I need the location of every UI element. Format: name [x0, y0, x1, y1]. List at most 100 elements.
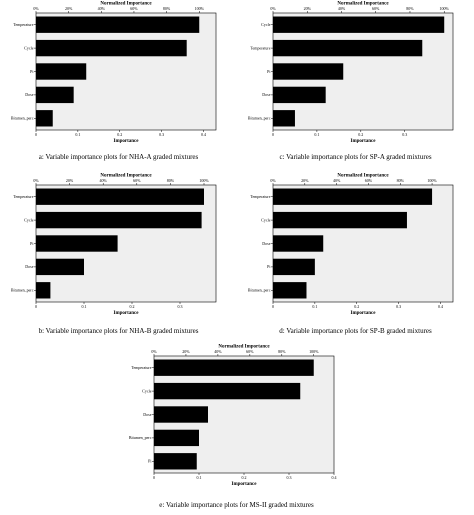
top-tick-label: 100%: [440, 6, 450, 11]
panel-e: Normalized Importance 0% 20% 40% 60% 80% 100% 0…: [118, 343, 355, 515]
y-tick-label: Dose: [262, 241, 270, 246]
bar: [154, 406, 208, 423]
bar: [273, 211, 407, 229]
x-tick-label: 0: [272, 304, 274, 309]
x-tick-label: 0.2: [117, 132, 122, 137]
top-tick-label: 0%: [270, 6, 276, 11]
x-tick-label: 0.3: [159, 132, 164, 137]
bar: [273, 258, 315, 276]
x-tick-label: 0.3: [402, 132, 407, 137]
bar: [36, 39, 187, 57]
panel-d: Normalized Importance 0% 20% 40% 60% 80% 100% 0…: [237, 172, 474, 342]
bar: [36, 282, 51, 299]
top-tick-label: 60%: [365, 178, 373, 183]
y-tick-label: Cycle: [142, 388, 152, 393]
chart-caption: d: Variable importance plots for SP-B gr…: [279, 327, 432, 335]
x-tick-label: 0.4: [438, 304, 443, 309]
top-tick-label: 20%: [182, 349, 190, 354]
top-tick-label: 40%: [214, 349, 222, 354]
x-tick-label: 0.2: [354, 304, 359, 309]
x-tick-label: 0.2: [358, 132, 363, 137]
x-axis-title: Importance: [232, 482, 258, 487]
y-tick-label: Cycle: [261, 217, 271, 222]
x-tick-label: 0.1: [312, 304, 317, 309]
top-tick-label: 40%: [98, 6, 106, 11]
top-tick-label: 60%: [372, 6, 380, 11]
bar: [154, 453, 197, 470]
top-tick-label: 80%: [278, 349, 286, 354]
x-axis-title: Importance: [114, 311, 140, 316]
x-tick-label: 0: [272, 132, 274, 137]
top-tick-label: 40%: [333, 178, 341, 183]
bar: [36, 63, 87, 80]
top-tick-label: 40%: [338, 6, 346, 11]
top-tick-label: 60%: [130, 6, 138, 11]
chart-caption: c: Variable importance plots for SP-A gr…: [279, 153, 432, 161]
x-tick-label: 0.3: [287, 475, 292, 480]
chart-caption: a: Variable importance plots for NHA-A g…: [38, 153, 199, 161]
top-tick-label: 100%: [427, 178, 437, 183]
y-tick-label: Pi: [148, 459, 152, 464]
bar: [36, 235, 118, 252]
top-axis-title: Normalized Importance: [100, 174, 152, 179]
x-tick-label: 0: [35, 304, 37, 309]
chart-svg: Normalized Importance 0% 20% 40% 60% 80% 100% 0…: [248, 174, 454, 316]
y-tick-label: Bitumen_perc: [11, 288, 34, 293]
bar: [273, 282, 307, 299]
y-tick-label: Cycle: [261, 22, 271, 27]
y-tick-label: Temperature: [250, 194, 270, 199]
bar: [273, 235, 324, 252]
chart-svg: Normalized Importance 0% 20% 40% 60% 80% 100% 0…: [11, 174, 217, 316]
bar: [273, 39, 423, 57]
bar: [273, 63, 344, 80]
x-axis-title: Importance: [351, 311, 377, 316]
panel-a: Normalized Importance 0% 20% 40% 60% 80% 100% 0…: [0, 0, 237, 170]
bar: [36, 258, 84, 276]
top-tick-label: 20%: [65, 6, 73, 11]
x-tick-label: 0.4: [201, 132, 206, 137]
y-tick-label: Bitumen_perc: [248, 116, 271, 121]
x-tick-label: 0.1: [197, 475, 202, 480]
x-tick-label: 0: [153, 475, 155, 480]
top-tick-label: 20%: [66, 178, 74, 183]
top-axis-title: Normalized Importance: [100, 2, 152, 7]
top-tick-label: 80%: [406, 6, 414, 11]
bar: [273, 16, 445, 33]
y-tick-label: Dose: [25, 264, 33, 269]
top-tick-label: 100%: [199, 178, 209, 183]
x-tick-label: 0.3: [396, 304, 401, 309]
x-tick-label: 0.2: [130, 304, 135, 309]
top-axis-title: Normalized Importance: [337, 174, 389, 179]
y-tick-label: Bitumen_perc: [11, 116, 34, 121]
top-tick-label: 80%: [163, 6, 171, 11]
y-tick-label: Dose: [143, 412, 151, 417]
y-tick-label: Cycle: [24, 45, 34, 50]
panel-c: Normalized Importance 0% 20% 40% 60% 80% 100% 0…: [237, 0, 474, 170]
top-tick-label: 60%: [246, 349, 254, 354]
y-tick-label: Bitumen_perc: [248, 288, 271, 293]
top-tick-label: 80%: [397, 178, 405, 183]
y-tick-label: Pi: [267, 264, 271, 269]
y-tick-label: Bitumen_perc: [129, 435, 152, 440]
bar: [273, 188, 433, 205]
bar: [273, 86, 326, 104]
x-tick-label: 0.1: [82, 304, 87, 309]
y-tick-label: Temperature: [131, 365, 151, 370]
bar: [36, 211, 202, 229]
bar: [154, 382, 301, 400]
y-tick-label: Temperature: [13, 22, 33, 27]
bar: [36, 188, 204, 205]
y-tick-label: Pi: [267, 69, 271, 74]
y-tick-label: Cycle: [24, 217, 34, 222]
y-tick-label: Pi: [30, 69, 34, 74]
top-axis-title: Normalized Importance: [218, 345, 270, 350]
chart-caption: e: Variable importance plots for MS-II g…: [159, 501, 314, 509]
y-tick-label: Dose: [262, 92, 270, 97]
chart-svg: Normalized Importance 0% 20% 40% 60% 80% 100% 0…: [129, 345, 337, 488]
top-tick-label: 80%: [167, 178, 175, 183]
top-tick-label: 100%: [195, 6, 205, 11]
y-tick-label: Temperature: [250, 45, 270, 50]
bar: [154, 359, 314, 376]
chart-svg: Normalized Importance 0% 20% 40% 60% 80% 100% 0…: [248, 2, 454, 144]
y-tick-label: Temperature: [13, 194, 33, 199]
